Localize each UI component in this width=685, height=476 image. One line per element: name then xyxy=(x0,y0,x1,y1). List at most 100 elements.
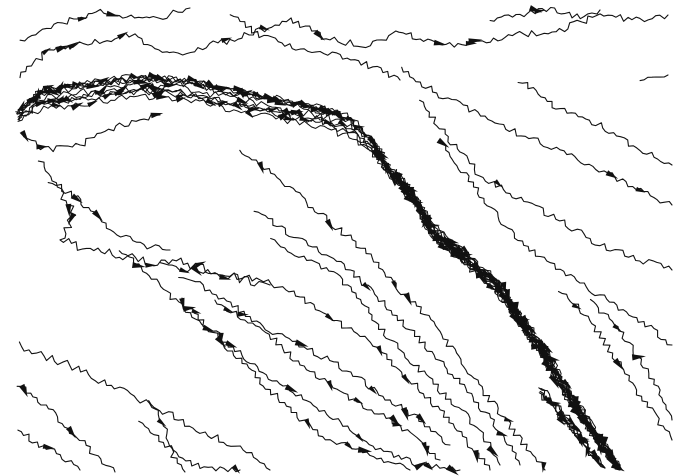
direction-arrow xyxy=(455,245,465,255)
direction-arrow xyxy=(591,453,601,467)
direction-arrow xyxy=(588,427,600,438)
direction-arrow xyxy=(179,267,190,274)
trajectory-line xyxy=(138,420,241,473)
direction-arrow xyxy=(323,119,335,125)
direction-arrow xyxy=(635,186,646,193)
direction-arrow xyxy=(310,106,324,113)
direction-arrow xyxy=(213,84,224,93)
direction-arrow xyxy=(476,272,485,285)
direction-arrow xyxy=(283,107,292,118)
direction-arrow xyxy=(34,100,48,108)
direction-arrow xyxy=(136,78,150,84)
direction-arrow xyxy=(114,91,125,97)
direction-arrow xyxy=(391,280,397,291)
direction-arrow xyxy=(324,218,334,232)
direction-arrow xyxy=(528,336,542,343)
direction-arrow xyxy=(175,93,186,100)
direction-arrow xyxy=(376,345,383,357)
direction-arrow xyxy=(558,413,570,426)
direction-arrow xyxy=(231,464,240,474)
direction-arrow xyxy=(526,324,537,335)
trajectory-line xyxy=(181,297,411,471)
trajectory-line xyxy=(37,160,271,287)
direction-arrow xyxy=(590,449,599,462)
direction-arrow xyxy=(233,85,247,91)
trajectory-line xyxy=(229,14,401,81)
direction-arrow xyxy=(353,396,364,405)
direction-arrow xyxy=(468,38,483,45)
direction-arrow xyxy=(433,39,447,46)
trajectory-line xyxy=(17,429,81,471)
direction-arrow xyxy=(92,209,103,222)
direction-arrow xyxy=(147,83,158,97)
direction-arrow xyxy=(19,383,28,398)
direction-arrow xyxy=(326,380,333,392)
direction-arrow xyxy=(313,29,325,41)
direction-arrows xyxy=(18,5,646,476)
direction-arrow xyxy=(150,112,164,119)
direction-arrow xyxy=(290,100,303,108)
direction-arrow xyxy=(570,406,583,417)
direction-arrow xyxy=(556,416,566,426)
direction-arrow xyxy=(371,148,381,162)
direction-arrow xyxy=(424,445,430,457)
direction-arrow xyxy=(428,228,440,234)
direction-arrow xyxy=(155,85,166,98)
trajectory-line xyxy=(178,276,451,446)
direction-arrow xyxy=(70,102,84,111)
direction-arrow xyxy=(565,389,573,402)
direction-arrow xyxy=(450,250,465,257)
direction-arrow xyxy=(403,292,412,306)
direction-arrow xyxy=(493,179,503,188)
direction-arrow xyxy=(384,162,390,175)
direction-arrow xyxy=(409,190,417,202)
direction-arrow xyxy=(257,161,264,174)
direction-arrow xyxy=(517,316,529,330)
trajectory-line xyxy=(16,78,396,177)
direction-arrow xyxy=(156,418,167,427)
direction-arrow xyxy=(55,45,70,53)
direction-arrow xyxy=(97,76,110,86)
direction-arrow xyxy=(561,378,572,390)
direction-arrow xyxy=(205,97,217,107)
direction-arrow xyxy=(298,99,312,109)
direction-arrow xyxy=(540,342,553,354)
direction-arrow xyxy=(462,250,471,261)
direction-arrow xyxy=(520,314,529,326)
direction-arrow xyxy=(361,281,371,292)
direction-arrow xyxy=(344,441,354,450)
direction-arrow xyxy=(421,441,427,453)
direction-arrow xyxy=(413,461,428,471)
direction-arrow xyxy=(251,90,265,98)
direction-arrow xyxy=(612,323,622,332)
trajectory-line xyxy=(17,83,396,180)
direction-arrow xyxy=(423,462,434,471)
direction-arrow xyxy=(294,339,309,347)
direction-arrow xyxy=(507,305,515,320)
direction-arrow xyxy=(106,10,120,17)
direction-arrow xyxy=(240,89,253,98)
trajectory-line xyxy=(214,299,441,461)
direction-arrow xyxy=(471,262,480,273)
direction-arrow xyxy=(585,446,591,458)
trajectory-line xyxy=(21,113,161,153)
direction-arrow xyxy=(145,262,157,268)
direction-arrow xyxy=(331,111,342,116)
trajectory-line xyxy=(17,88,396,183)
direction-arrow xyxy=(223,306,234,313)
direction-arrow xyxy=(244,109,254,119)
trajectory-line xyxy=(159,262,491,471)
direction-arrow xyxy=(277,111,292,121)
direction-arrow xyxy=(631,354,646,361)
direction-arrow xyxy=(42,443,55,449)
direction-arrow xyxy=(610,462,625,472)
direction-arrow xyxy=(194,261,207,268)
direction-arrow xyxy=(303,418,311,430)
direction-arrow xyxy=(353,124,365,130)
direction-arrow xyxy=(36,144,49,150)
direction-arrow xyxy=(46,86,61,96)
direction-arrow xyxy=(262,92,278,101)
direction-arrow xyxy=(612,357,624,371)
direction-arrow xyxy=(397,176,405,186)
